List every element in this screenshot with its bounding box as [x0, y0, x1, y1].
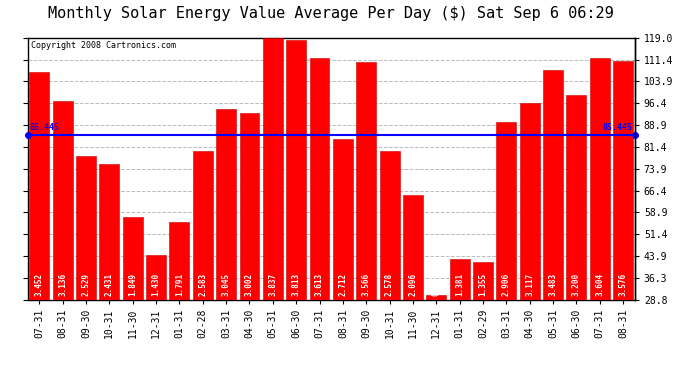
Text: 3.613: 3.613: [315, 273, 324, 296]
Text: 2.529: 2.529: [81, 273, 90, 296]
Bar: [193, 151, 213, 300]
Bar: [356, 62, 376, 300]
Bar: [613, 62, 633, 300]
Bar: [473, 262, 493, 300]
Text: 1.355: 1.355: [478, 273, 488, 296]
Bar: [590, 58, 610, 300]
Text: 2.712: 2.712: [338, 273, 347, 296]
Bar: [380, 151, 400, 300]
Bar: [496, 122, 516, 300]
Text: 3.837: 3.837: [268, 273, 277, 296]
Text: 3.576: 3.576: [619, 273, 628, 296]
Text: 3.136: 3.136: [58, 273, 67, 296]
Bar: [263, 38, 283, 300]
Bar: [450, 259, 470, 300]
Bar: [310, 58, 329, 300]
Text: 2.096: 2.096: [408, 273, 417, 296]
Text: 2.906: 2.906: [502, 273, 511, 296]
Text: 3.566: 3.566: [362, 273, 371, 296]
Text: 85.445: 85.445: [30, 123, 60, 132]
Text: 3.002: 3.002: [245, 273, 254, 296]
Bar: [566, 95, 586, 300]
Text: 2.431: 2.431: [105, 273, 114, 296]
Text: 3.200: 3.200: [572, 273, 581, 296]
Bar: [403, 195, 423, 300]
Bar: [216, 109, 236, 300]
Bar: [52, 101, 72, 300]
Text: 1.381: 1.381: [455, 273, 464, 296]
Text: 0.987: 0.987: [432, 273, 441, 296]
Text: 3.483: 3.483: [549, 273, 558, 296]
Text: 3.045: 3.045: [221, 273, 230, 296]
Bar: [520, 103, 540, 300]
Text: 3.452: 3.452: [34, 273, 43, 296]
Bar: [426, 295, 446, 300]
Bar: [286, 39, 306, 300]
Bar: [543, 69, 563, 300]
Text: Monthly Solar Energy Value Average Per Day ($) Sat Sep 6 06:29: Monthly Solar Energy Value Average Per D…: [48, 6, 614, 21]
Text: 2.583: 2.583: [198, 273, 207, 296]
Bar: [76, 156, 96, 300]
Text: 1.849: 1.849: [128, 273, 137, 296]
Text: 85.445: 85.445: [602, 123, 633, 132]
Bar: [30, 72, 49, 300]
Text: 3.813: 3.813: [292, 273, 301, 296]
Bar: [170, 222, 189, 300]
Bar: [123, 217, 143, 300]
Bar: [99, 164, 119, 300]
Bar: [146, 255, 166, 300]
Bar: [239, 113, 259, 300]
Text: 1.791: 1.791: [175, 273, 184, 296]
Text: 2.578: 2.578: [385, 273, 394, 296]
Bar: [333, 140, 353, 300]
Text: 3.117: 3.117: [525, 273, 534, 296]
Text: Copyright 2008 Cartronics.com: Copyright 2008 Cartronics.com: [30, 42, 176, 51]
Text: 3.604: 3.604: [595, 273, 604, 296]
Text: 1.430: 1.430: [152, 273, 161, 296]
